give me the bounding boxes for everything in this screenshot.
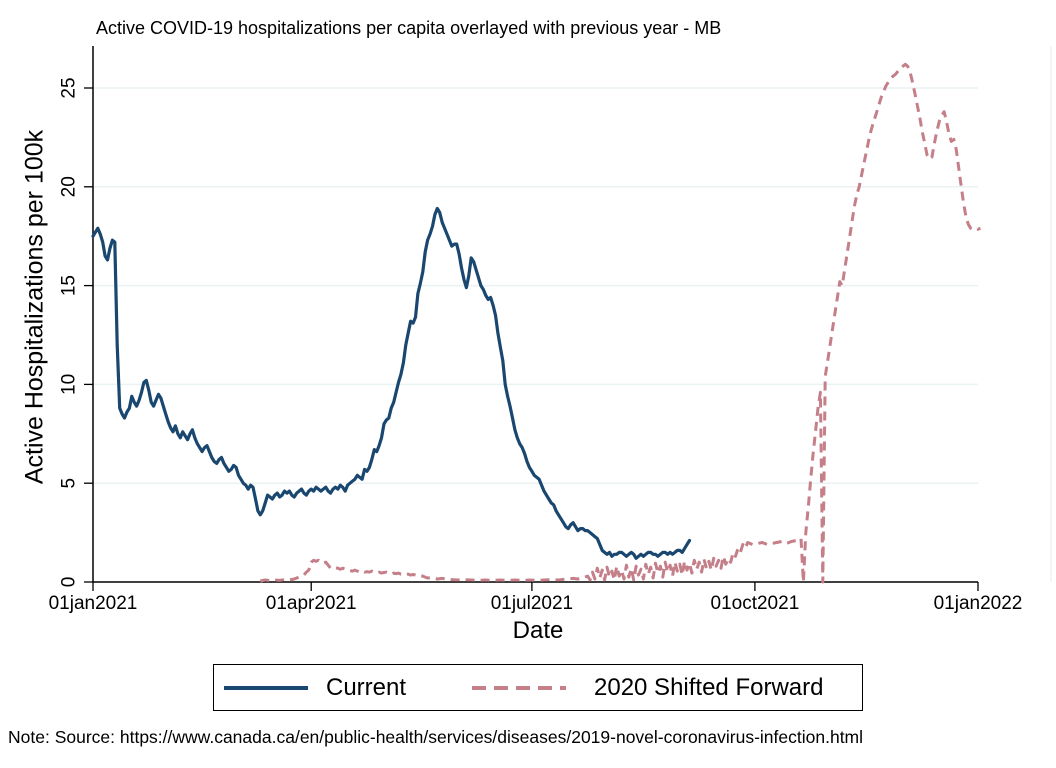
y-tick-label: 0 [59, 577, 80, 588]
source-note: Note: Source: https://www.canada.ca/en/p… [8, 727, 864, 747]
x-tick-label: 01jan2022 [934, 593, 1023, 614]
dashed-line-swatch-icon [472, 685, 566, 690]
x-tick-label: 01jul2021 [491, 593, 573, 614]
y-tick-label: 5 [59, 478, 80, 489]
x-axis-title: Date [512, 617, 564, 644]
y-tick-label: 15 [59, 275, 80, 296]
legend-label-current: Current [326, 674, 407, 701]
legend: Current 2020 Shifted Forward [213, 664, 863, 711]
series-line-2020-shifted-forward [260, 62, 981, 584]
y-tick-label: 25 [59, 77, 80, 98]
series-line-current [91, 206, 692, 560]
y-axis-title: Active Hospitalizations per 100k [20, 129, 49, 485]
x-tick-label: 01oct2021 [711, 593, 800, 614]
chart-title: Active COVID-19 hospitalizations per cap… [96, 18, 722, 38]
solid-line-swatch-icon [224, 685, 308, 690]
x-tick-label: 01apr2021 [266, 593, 357, 614]
legend-label-2020-shifted-forward: 2020 Shifted Forward [594, 674, 824, 701]
y-tick-label: 10 [59, 374, 80, 395]
y-tick-label: 20 [59, 176, 80, 197]
x-tick-label: 01jan2021 [49, 593, 138, 614]
